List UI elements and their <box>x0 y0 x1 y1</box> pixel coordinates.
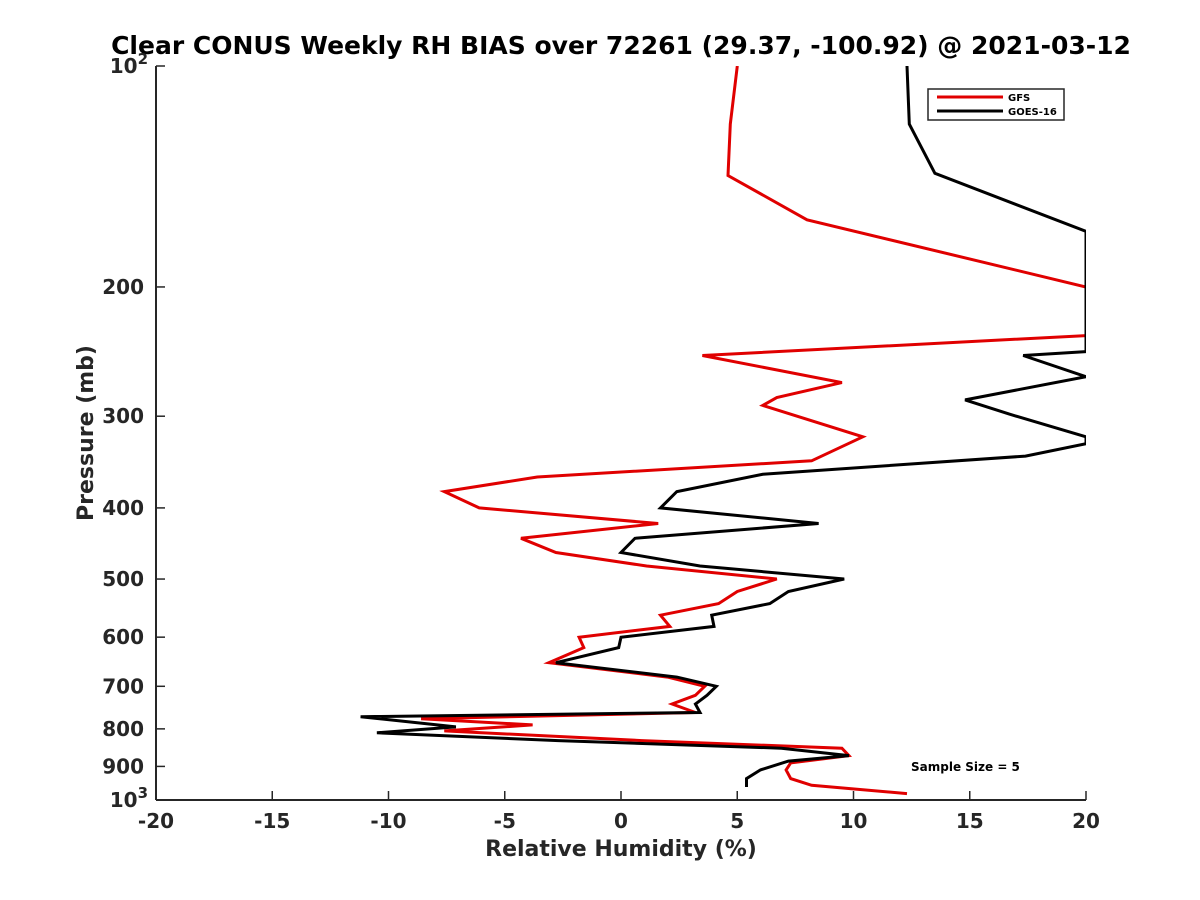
y-tick-label: 800 <box>102 717 144 741</box>
x-tick-label: -10 <box>370 809 406 833</box>
y-tick-base: 10 <box>110 54 138 78</box>
y-tick-label: 500 <box>102 567 144 591</box>
y-tick-label: 900 <box>102 754 144 778</box>
x-tick-label: -5 <box>494 809 516 833</box>
y-tick-label: 400 <box>102 496 144 520</box>
x-tick-label: 5 <box>730 809 744 833</box>
y-tick-label: 600 <box>102 625 144 649</box>
x-tick-label: 0 <box>614 809 628 833</box>
legend-goes16-label: GOES-16 <box>1008 107 1057 118</box>
y-tick-label: 103 <box>110 784 148 812</box>
plot-area: -20 -15 -10 -5 0 5 10 15 20102200300400500600700… <box>102 50 1100 833</box>
chart-title: Clear CONUS Weekly RH BIAS over 72261 (2… <box>111 31 1131 60</box>
y-tick-label: 300 <box>102 404 144 428</box>
x-tick-label: -20 <box>138 809 174 833</box>
sample-size-annotation: Sample Size = 5 <box>911 760 1020 774</box>
x-tick-label: 20 <box>1072 809 1100 833</box>
x-axis-label: Relative Humidity (%) <box>485 837 757 862</box>
y-tick-base: 10 <box>110 788 138 812</box>
x-tick-label: 15 <box>956 809 984 833</box>
x-tick-label: 10 <box>840 809 868 833</box>
y-tick-exponent: 2 <box>138 50 148 68</box>
y-tick-label: 102 <box>110 50 148 78</box>
x-tick-label: -15 <box>254 809 290 833</box>
legend-box <box>927 88 1065 121</box>
legend-gfs-label: GFS <box>1008 93 1030 104</box>
legend: GFS GOES-16 <box>927 88 1065 121</box>
y-axis-label: Pressure (mb) <box>74 345 99 521</box>
series-line-gfs <box>421 66 1086 796</box>
series-line-goes16 <box>360 66 1086 787</box>
y-tick-label: 200 <box>102 275 144 299</box>
y-tick-label: 700 <box>102 674 144 698</box>
y-tick-exponent: 3 <box>138 784 148 802</box>
